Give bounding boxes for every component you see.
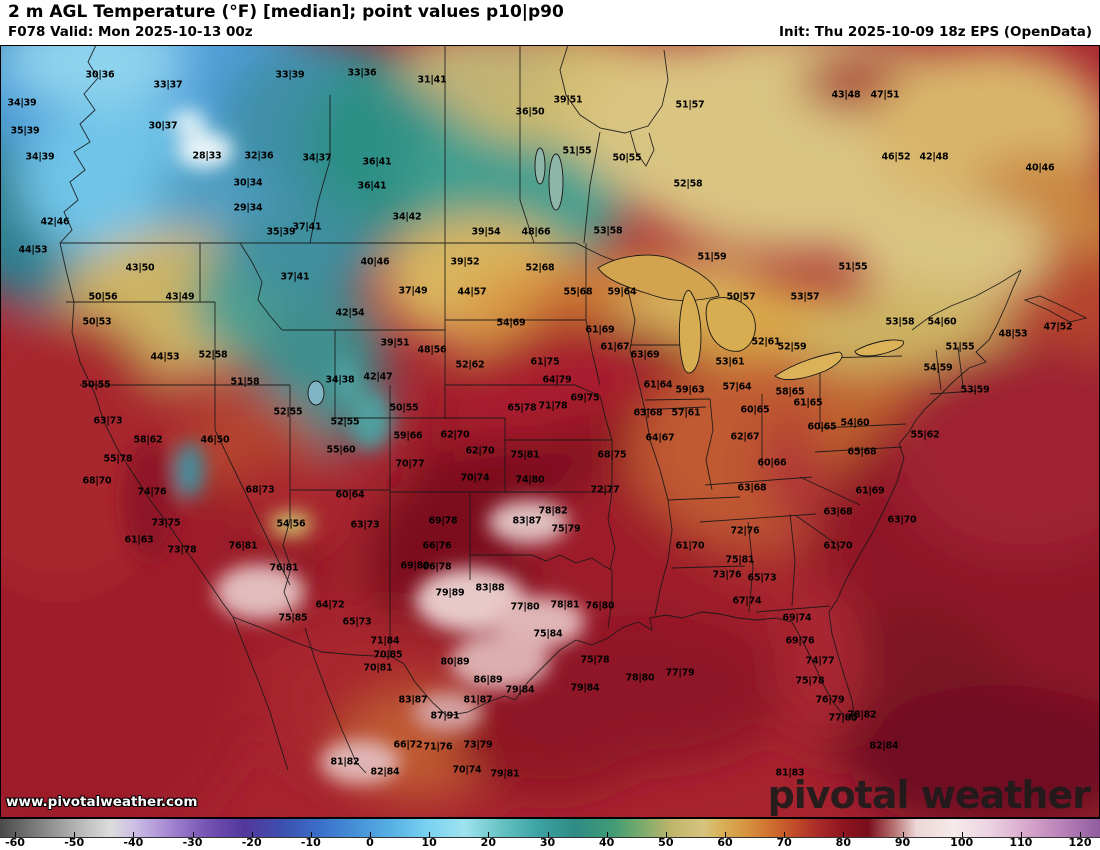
colorbar-labels: -60 -50 -40 -30 -20 -10 0 10 20 30 40 50 60 70 80 90 100… [0,836,1100,850]
colorbar-tick-label: 60 [717,836,733,849]
colorbar-tick-label: 10 [421,836,437,849]
colorbar-tick-mark [902,832,904,837]
colorbar-tick-label: 100 [950,836,974,849]
colorbar-tick-label: -40 [123,836,144,849]
colorbar-tick-label: -30 [182,836,203,849]
colorbar-tick-label: 0 [366,836,374,849]
colorbar-tick-mark [74,832,76,837]
colorbar-tick-label: 120 [1068,836,1092,849]
colorbar-tick-label: 20 [480,836,496,849]
colorbar-tick-mark [961,832,963,837]
colorbar-tick-label: 70 [776,836,792,849]
colorbar-tick-mark [843,832,845,837]
colorbar-tick-mark [784,832,786,837]
colorbar-tick-mark [547,832,549,837]
colorbar-tick-label: 30 [539,836,556,849]
colorbar-tick-mark [488,832,490,837]
valid-time-text: F078 Valid: Mon 2025-10-13 00z [8,24,253,41]
colorbar-tick-mark [725,832,726,837]
pivotal-weather-logo: pivotal weather [767,773,1091,817]
great-lakes [307,147,904,406]
colorbar-tick-mark [133,832,135,837]
colorbar-tick-mark [606,832,608,837]
colorbar-tick-label: 50 [658,836,674,849]
colorbar-tick-mark [370,832,371,837]
colorbar-tick-label: 80 [835,836,851,849]
colorbar-tick-mark [665,832,667,837]
colorbar-tick-mark [15,832,16,837]
colorbar-tick-label: -60 [5,836,25,849]
colorbar-tick-label: 40 [599,836,615,849]
colorbar-gradient [0,818,1100,838]
colorbar-tick-mark [310,832,312,837]
colorbar-tick-mark [429,832,431,837]
colorbar-tick-label: 90 [894,836,911,849]
colorbar-tick-mark [1020,832,1022,837]
colorbar-tick-label: -50 [64,836,85,849]
temperature-colorbar: -60 -50 -40 -30 -20 -10 0 10 20 30 40 50 60 70 80 90 100… [0,818,1100,850]
colorbar-tick-mark [192,832,194,837]
url-watermark: www.pivotalweather.com [6,794,198,810]
colorbar-tick-mark [251,832,253,837]
init-time-text: Init: Thu 2025-10-09 18z EPS (OpenData) [778,24,1092,41]
colorbar-tick-label: -20 [241,836,262,849]
colorbar-tick-label: -10 [300,836,321,849]
colorbar-tick-mark [1080,832,1081,837]
colorbar-tick-label: 110 [1009,836,1033,849]
header-subrow: F078 Valid: Mon 2025-10-13 00z Init: Thu… [8,24,1092,40]
map-title: 2 m AGL Temperature (°F) [median]; point… [8,2,564,22]
header: 2 m AGL Temperature (°F) [median]; point… [0,0,1100,45]
